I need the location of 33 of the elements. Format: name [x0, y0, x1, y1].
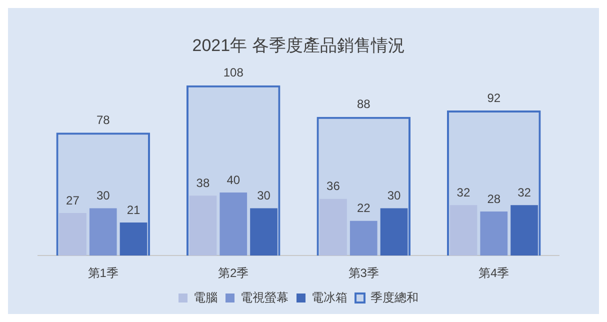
data-label: 92	[487, 90, 501, 105]
data-label: 78	[96, 112, 110, 127]
data-label: 30	[257, 188, 271, 203]
bar	[320, 198, 347, 256]
data-label: 30	[387, 188, 402, 203]
bar	[350, 220, 378, 256]
data-label: 40	[226, 172, 240, 187]
bar	[480, 211, 508, 256]
legend-label: 電腦	[194, 290, 218, 304]
data-label: 38	[196, 176, 210, 190]
data-label: 88	[356, 97, 371, 112]
data-label: 36	[326, 179, 340, 194]
bar	[220, 192, 248, 256]
data-label: 28	[487, 192, 501, 206]
x-tick-label: 第1季	[88, 266, 118, 280]
chart-title: 2021年 各季度產品銷售情況	[192, 36, 405, 55]
legend-label: 電視螢幕	[240, 290, 288, 304]
data-label: 108	[223, 66, 244, 80]
bar	[450, 205, 478, 256]
data-label: 32	[518, 185, 532, 200]
x-tick-label: 第4季	[478, 266, 510, 280]
data-label: 30	[96, 188, 110, 203]
data-label: 22	[356, 201, 371, 216]
bar	[189, 196, 217, 256]
bar	[59, 213, 86, 256]
legend-label: 季度總和	[370, 290, 418, 304]
x-tick-label: 第2季	[218, 266, 249, 280]
data-label: 32	[456, 185, 470, 200]
x-tick-label: 第3季	[348, 266, 379, 280]
bar	[89, 208, 117, 256]
data-label: 21	[126, 202, 141, 217]
data-label: 27	[66, 193, 80, 208]
legend-label: 電冰箱	[312, 290, 348, 304]
